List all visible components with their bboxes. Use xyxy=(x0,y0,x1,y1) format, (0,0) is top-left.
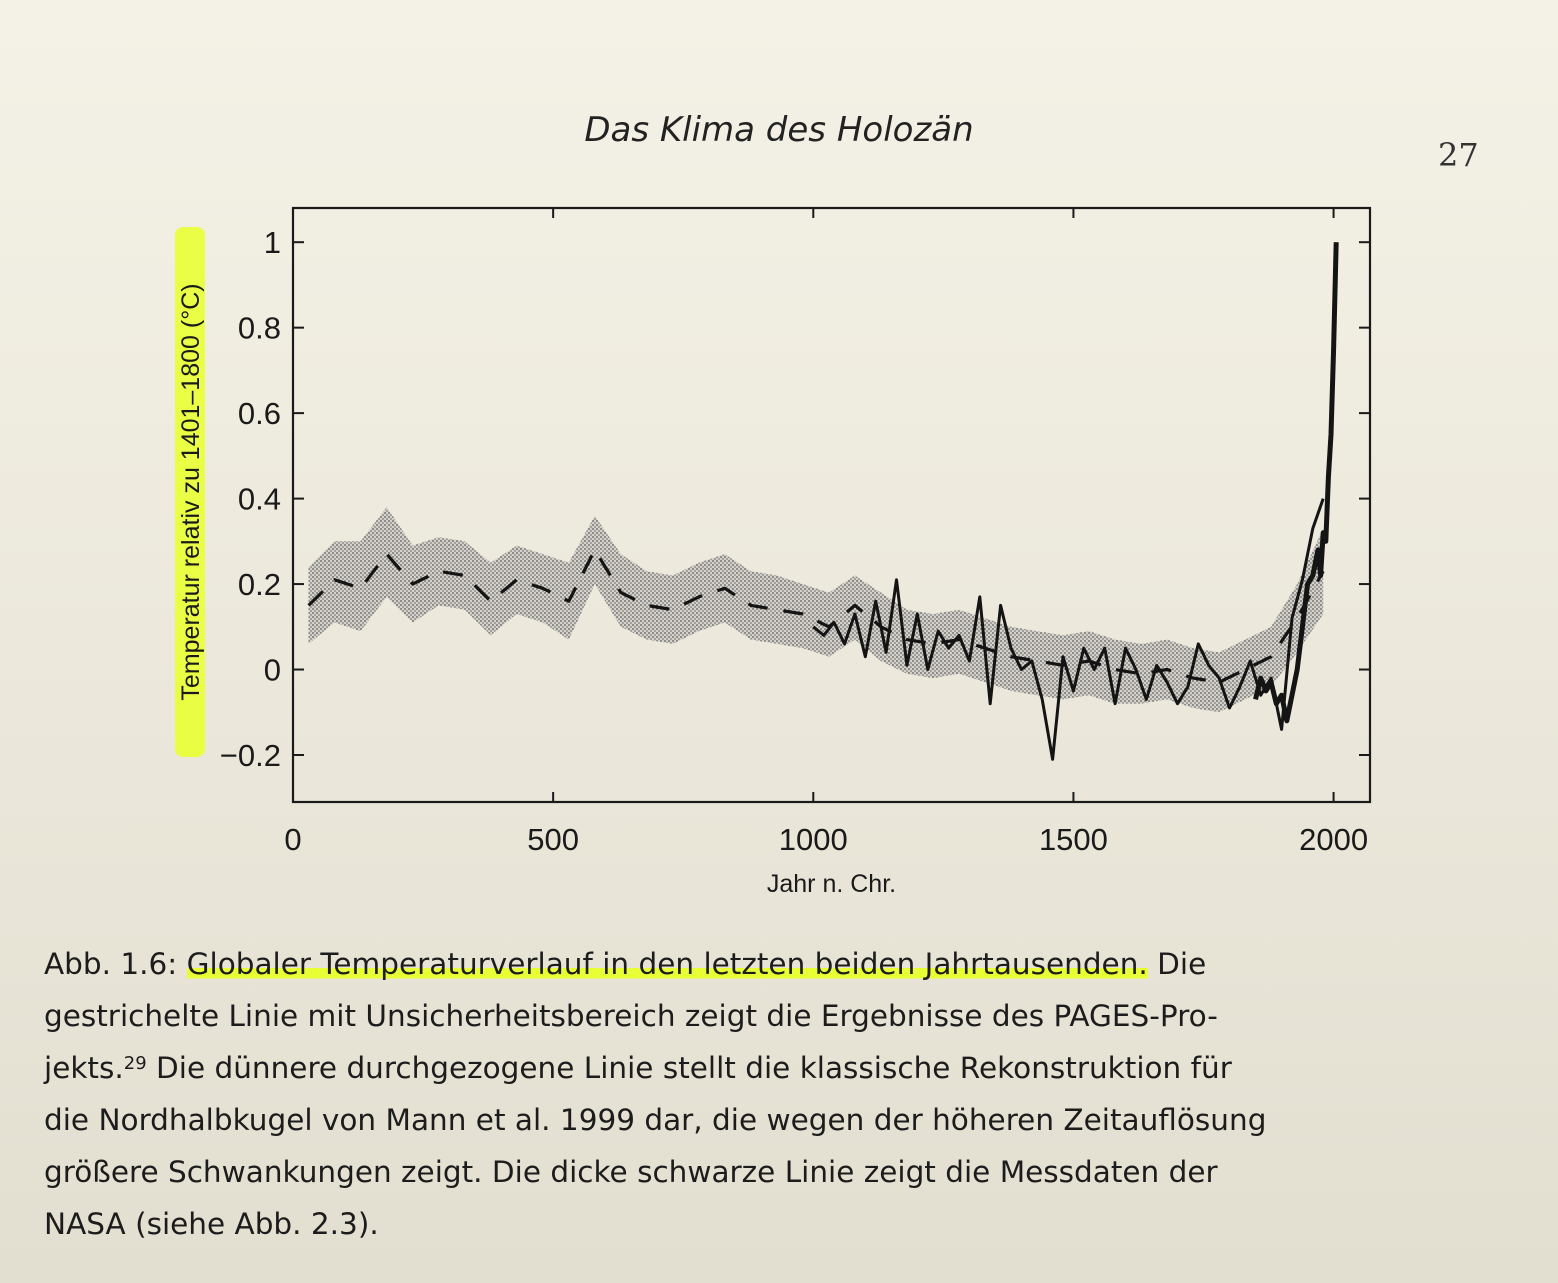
uncertainty-band xyxy=(308,507,1324,713)
footnote-ref: 29 xyxy=(123,1053,147,1074)
x-tick-label: 500 xyxy=(527,822,579,857)
page-number: 27 xyxy=(1438,136,1479,174)
y-axis-label-group: Temperatur relativ zu 1401–1800 (°C) xyxy=(175,227,205,757)
series-thin-line xyxy=(812,498,1325,761)
caption-line-4: die Nordhalbkugel von Mann et al. 1999 d… xyxy=(44,1103,1267,1137)
x-tick-label: 1500 xyxy=(1039,822,1108,857)
series-thick-line xyxy=(1253,242,1339,724)
caption-text: Die xyxy=(1157,947,1207,981)
caption-line-5: größere Schwankungen zeigt. Die dicke sc… xyxy=(44,1155,1218,1189)
y-tick-label: −0.2 xyxy=(220,738,281,773)
y-tick-label: 0.8 xyxy=(238,311,281,346)
figure-caption: Abb. 1.6: Globaler Temperaturverlauf in … xyxy=(44,938,1504,1250)
running-head: Das Klima des Holozän xyxy=(584,110,974,150)
x-tick-label: 0 xyxy=(284,822,301,857)
y-tick-label: 0 xyxy=(264,653,281,688)
caption-line-3: jekts.29 Die dünnere durchgezogene Linie… xyxy=(44,1042,1504,1094)
caption-line-1: Abb. 1.6: Globaler Temperaturverlauf in … xyxy=(44,938,1504,990)
x-tick-label: 1000 xyxy=(779,822,848,857)
y-tick-label: 0.4 xyxy=(238,482,281,517)
x-tick-label: 2000 xyxy=(1299,822,1368,857)
caption-label: Abb. 1.6: xyxy=(44,947,178,981)
caption-text: jekts. xyxy=(44,1051,124,1085)
caption-line-2: gestrichelte Linie mit Unsicherheitsbere… xyxy=(44,999,1218,1033)
y-axis-label-highlight xyxy=(175,227,205,757)
caption-highlighted-title: Globaler Temperaturverlauf in den letzte… xyxy=(186,947,1148,981)
caption-text: Die dünnere durchgezogene Linie stellt d… xyxy=(156,1051,1232,1085)
plot-frame xyxy=(291,206,1372,804)
caption-line-6: NASA (siehe Abb. 2.3). xyxy=(44,1207,379,1241)
y-tick-label: 0.6 xyxy=(238,396,281,431)
y-tick-label: 0.2 xyxy=(238,567,281,602)
temperature-chart: 0 500 1000 1500 2000 1 0.8 0.6 0.4 0.2 0 −0.2 Jahr n… xyxy=(175,206,1372,898)
y-tick-label: 1 xyxy=(264,225,281,260)
y-axis-label: Temperatur relativ zu 1401–1800 (°C) xyxy=(177,283,205,700)
x-axis-label: Jahr n. Chr. xyxy=(767,870,896,898)
